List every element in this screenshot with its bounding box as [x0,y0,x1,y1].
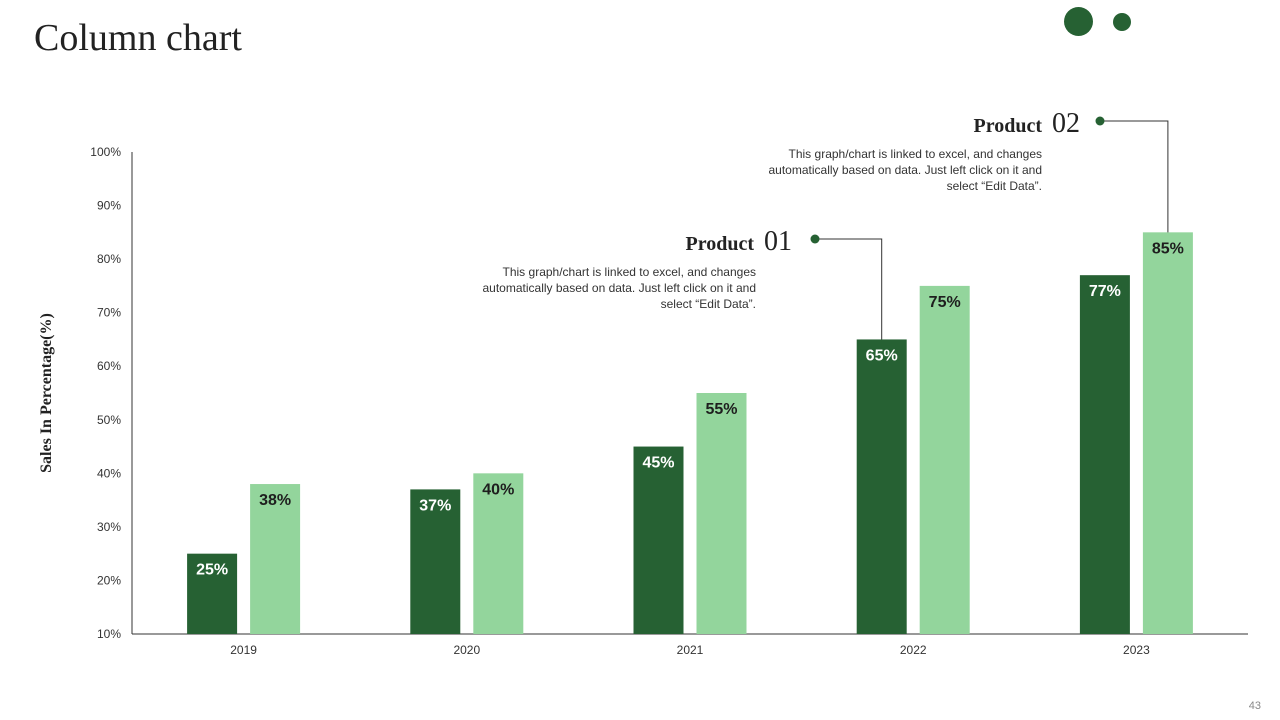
y-tick-label: 30% [97,520,121,534]
data-label: 45% [642,455,674,472]
decorative-dot-large [1064,7,1093,36]
data-label: 85% [1152,240,1184,257]
y-tick-label: 10% [97,627,121,641]
y-tick-label: 90% [97,199,121,213]
product-02-connector-line [1100,120,1169,233]
y-tick-label: 40% [97,466,121,480]
product-01-description: This graph/chart is linked to excel, and… [482,265,757,311]
bar-1-2022 [856,339,907,634]
y-tick-label: 70% [97,306,121,320]
slide-title: Column chart [34,17,242,59]
x-tick-label: 2023 [1123,643,1150,657]
data-label: 75% [929,294,961,311]
data-label: 65% [866,347,898,364]
decorative-dot-small [1113,13,1131,31]
y-tick-label: 20% [97,573,121,587]
x-tick-label: 2019 [230,643,257,657]
y-tick-label: 50% [97,413,121,427]
y-axis-label: Sales In Percentage(%) [38,313,55,473]
data-label: 25% [196,562,228,579]
bar-1-2020 [410,489,461,634]
data-label: 38% [259,492,291,509]
bar-2-2019 [250,484,301,634]
product-02-number: 02 [1052,108,1080,139]
y-tick-label: 60% [97,359,121,373]
data-label: 77% [1089,283,1121,300]
x-tick-label: 2022 [900,643,927,657]
y-tick-label: 80% [97,252,121,266]
x-tick-label: 2021 [677,643,704,657]
product-01-number: 01 [764,226,792,257]
product-02-name: Product [973,115,1042,137]
bar-1-2021 [633,446,684,634]
bar-2-2020 [473,473,524,634]
page-number: 43 [1248,700,1261,712]
y-tick-label: 100% [90,145,121,159]
x-tick-label: 2020 [453,643,480,657]
bar-1-2019 [187,553,238,634]
bar-2-2021 [696,393,747,634]
product-02-description: This graph/chart is linked to excel, and… [768,147,1043,193]
data-label: 55% [705,401,737,418]
bar-1-2023 [1079,275,1130,634]
product-01-connector-line [815,238,883,340]
data-label: 37% [419,497,451,514]
bar-2-2022 [919,285,970,634]
product-01-name: Product [685,233,754,255]
product-01-callout: Product 01 This graph/chart is linked to … [472,226,793,312]
data-label: 40% [482,481,514,498]
product-02-connector-dot [1095,116,1105,126]
product-02-callout: Product 02 This graph/chart is linked to … [756,108,1081,194]
product-01-connector-dot [810,234,820,244]
bar-2-2023 [1142,232,1193,635]
